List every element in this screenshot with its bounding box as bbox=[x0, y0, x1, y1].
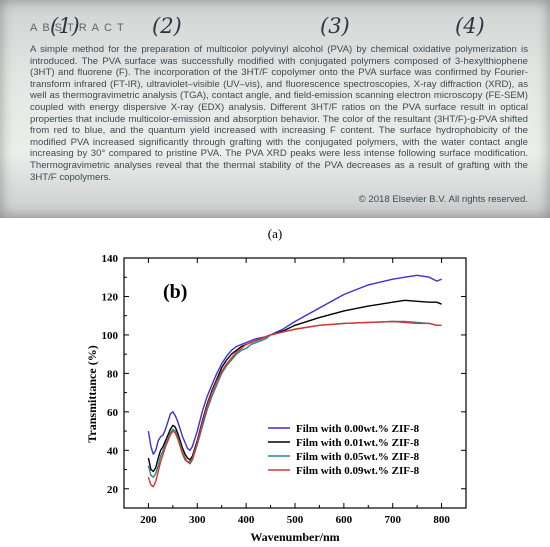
abstract-heading: ABSTRACT bbox=[30, 22, 129, 34]
x-tick-label: 500 bbox=[287, 514, 304, 526]
legend-label-1: Film with 0.01wt.% ZIF-8 bbox=[296, 437, 420, 449]
y-tick-label: 100 bbox=[102, 330, 119, 342]
legend-label-0: Film with 0.00wt.% ZIF-8 bbox=[296, 423, 420, 435]
y-tick-label: 140 bbox=[102, 253, 119, 265]
x-tick-label: 200 bbox=[140, 514, 157, 526]
handwritten-label-4: (4) bbox=[455, 14, 485, 38]
x-axis-title: Wavenumber/nm bbox=[250, 530, 339, 544]
x-tick-label: 600 bbox=[336, 514, 353, 526]
handwritten-label-1: (1) bbox=[50, 14, 80, 38]
series-line-1 bbox=[147, 299, 442, 473]
x-tick-label: 300 bbox=[189, 514, 206, 526]
y-tick-label: 80 bbox=[107, 368, 119, 380]
y-axis-title: Transmittance (%) bbox=[85, 345, 99, 442]
caption-a: (a) bbox=[267, 226, 283, 241]
x-tick-label: 700 bbox=[384, 514, 401, 526]
y-tick-label: 40 bbox=[107, 445, 119, 457]
abstract-photo: ABSTRACT (1) (2) (3) (4) A simple method… bbox=[0, 0, 550, 218]
transmittance-chart: 200 300 400 500 600 700 800 20 40 60 80 100 120 140 F… bbox=[85, 253, 467, 544]
series-line-0 bbox=[147, 274, 442, 455]
y-tick-label: 120 bbox=[102, 291, 119, 303]
abstract-body: A simple method for the preparation of m… bbox=[30, 44, 528, 183]
handwritten-label-2: (2) bbox=[152, 14, 182, 38]
copyright-notice: © 2018 Elsevier B.V. All rights reserved… bbox=[358, 194, 528, 205]
y-tick-label: 60 bbox=[107, 407, 119, 419]
y-tick-label: 20 bbox=[107, 484, 119, 496]
x-tick-label: 800 bbox=[433, 514, 450, 526]
handwritten-label-3: (3) bbox=[320, 14, 350, 38]
legend-label-2: Film with 0.05wt.% ZIF-8 bbox=[296, 451, 420, 463]
x-tick-label: 400 bbox=[238, 514, 255, 526]
panel-label-b: (b) bbox=[163, 281, 187, 303]
series-line-3 bbox=[147, 320, 442, 488]
legend-label-3: Film with 0.09wt.% ZIF-8 bbox=[296, 465, 420, 477]
